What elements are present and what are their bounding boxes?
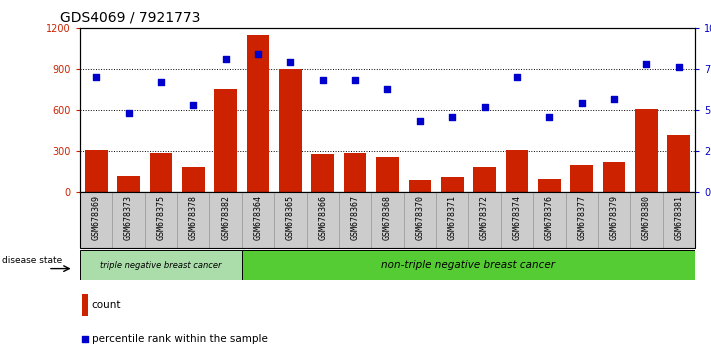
Text: GSM678369: GSM678369 [92, 195, 101, 240]
Bar [182, 167, 205, 192]
Text: GSM678374: GSM678374 [513, 195, 521, 240]
Bar [404, 192, 436, 248]
Bar [177, 192, 210, 248]
Bar [409, 180, 431, 192]
Point [609, 96, 620, 101]
Bar [306, 192, 339, 248]
Text: GSM678381: GSM678381 [674, 195, 683, 240]
Bar [149, 153, 172, 192]
Bar [80, 250, 242, 280]
Bar [344, 153, 366, 192]
Bar [668, 135, 690, 192]
Bar [214, 89, 237, 192]
Text: GSM678366: GSM678366 [319, 195, 327, 240]
Bar [469, 192, 501, 248]
Bar [533, 192, 565, 248]
Point [382, 86, 393, 92]
Bar [501, 192, 533, 248]
Bar [242, 192, 274, 248]
Text: GSM678367: GSM678367 [351, 195, 360, 240]
Bar [603, 162, 626, 192]
Text: GSM678378: GSM678378 [189, 195, 198, 240]
Bar [80, 192, 112, 248]
Bar [210, 192, 242, 248]
Text: GSM678380: GSM678380 [642, 195, 651, 240]
Bar [635, 109, 658, 192]
Point [252, 51, 264, 57]
Bar [82, 294, 88, 316]
Text: GSM678364: GSM678364 [254, 195, 262, 240]
Point [188, 102, 199, 108]
Bar [371, 192, 404, 248]
Text: GSM678373: GSM678373 [124, 195, 133, 240]
Point [155, 79, 166, 85]
Text: GSM678372: GSM678372 [480, 195, 489, 240]
Bar [85, 150, 107, 192]
Bar [570, 165, 593, 192]
Text: GSM678370: GSM678370 [415, 195, 424, 240]
Bar [247, 35, 269, 192]
Point [479, 104, 491, 109]
Bar [506, 150, 528, 192]
Bar [565, 192, 598, 248]
Point [349, 78, 360, 83]
Point [317, 78, 328, 83]
Text: triple negative breast cancer: triple negative breast cancer [100, 261, 222, 269]
Text: GSM678376: GSM678376 [545, 195, 554, 240]
Point [447, 114, 458, 119]
Text: disease state: disease state [1, 256, 62, 265]
Text: GDS4069 / 7921773: GDS4069 / 7921773 [60, 11, 200, 24]
Point [673, 64, 685, 70]
Bar [311, 154, 334, 192]
Text: GSM678365: GSM678365 [286, 195, 295, 240]
Text: non-triple negative breast cancer: non-triple negative breast cancer [381, 260, 555, 270]
Bar [663, 192, 695, 248]
Bar [630, 192, 663, 248]
Point [79, 336, 90, 342]
Point [284, 59, 296, 65]
Text: GSM678371: GSM678371 [448, 195, 456, 240]
Text: GSM678368: GSM678368 [383, 195, 392, 240]
Point [90, 74, 102, 80]
Bar [339, 192, 371, 248]
Bar [145, 192, 177, 248]
Bar [538, 179, 561, 192]
Point [544, 114, 555, 119]
Text: count: count [92, 300, 121, 310]
Text: GSM678377: GSM678377 [577, 195, 586, 240]
Text: percentile rank within the sample: percentile rank within the sample [92, 334, 267, 344]
Bar [117, 176, 140, 192]
Bar [441, 177, 464, 192]
Bar [279, 69, 301, 192]
Bar [274, 192, 306, 248]
Text: GSM678375: GSM678375 [156, 195, 166, 240]
Point [576, 101, 587, 106]
Bar [598, 192, 630, 248]
Bar [436, 192, 469, 248]
Text: GSM678379: GSM678379 [609, 195, 619, 240]
Point [641, 61, 652, 67]
Bar [242, 250, 695, 280]
Point [511, 74, 523, 80]
Point [415, 119, 426, 124]
Point [123, 110, 134, 116]
Bar [376, 157, 399, 192]
Bar [474, 167, 496, 192]
Bar [112, 192, 145, 248]
Text: GSM678382: GSM678382 [221, 195, 230, 240]
Point [220, 56, 231, 62]
